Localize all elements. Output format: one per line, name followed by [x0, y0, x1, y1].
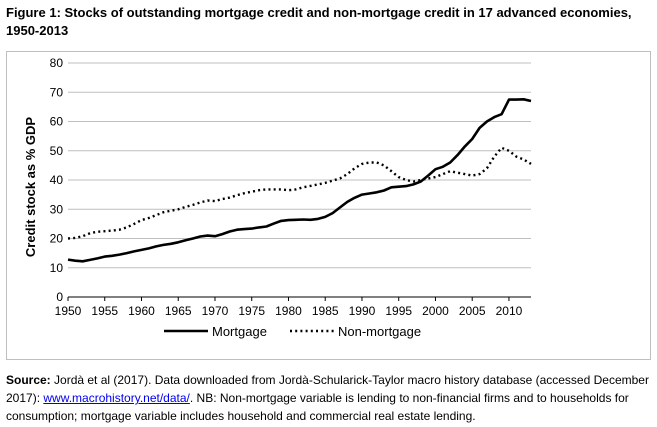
source-text-1: Jordà et al (2017). Data downloaded from…: [6, 373, 649, 405]
x-tick-label: 1960: [128, 304, 155, 318]
x-tick-label: 1950: [55, 304, 82, 318]
legend-label: Mortgage: [212, 324, 267, 339]
y-axis-label: Credit stock as % GDP: [23, 117, 38, 257]
x-tick-label: 1980: [275, 304, 302, 318]
y-tick-label: 0: [56, 290, 63, 304]
x-tick-label: 1995: [385, 304, 412, 318]
legend: Mortgage Non-mortgage: [164, 324, 421, 339]
y-tick-label: 80: [50, 56, 64, 70]
x-tick-label: 1990: [349, 304, 376, 318]
y-tick-label: 30: [50, 202, 64, 216]
x-tick-label: 1970: [202, 304, 229, 318]
y-tick-label: 70: [50, 85, 64, 99]
series-line-non-mortgage: [67, 146, 532, 240]
series-line-mortgage: [67, 97, 532, 263]
x-tick-label: 1965: [165, 304, 192, 318]
y-tick-label: 40: [50, 173, 64, 187]
source-note: Source: Jordà et al (2017). Data downloa…: [6, 371, 651, 425]
figure-title: Figure 1: Stocks of outstanding mortgage…: [6, 5, 632, 38]
source-label: Source:: [6, 373, 51, 387]
y-tick-label: 50: [50, 144, 64, 158]
x-tick-label: 1975: [238, 304, 265, 318]
axes: 0 10 20 30 40 50 60 70 80 1950 1955 1960 1965 1970 197…: [50, 56, 531, 318]
x-tick-label: 1955: [91, 304, 118, 318]
y-tick-label: 60: [50, 115, 64, 129]
y-tick-label: 10: [50, 261, 64, 275]
line-chart: 0 10 20 30 40 50 60 70 80 1950 1955 1960 1965 1970 197…: [23, 56, 532, 339]
legend-label: Non-mortgage: [338, 324, 421, 339]
source-text-2: . NB: Non-mortgage variable is lending t…: [6, 391, 629, 423]
x-tick-label: 2010: [496, 304, 523, 318]
x-tick-label: 2000: [422, 304, 449, 318]
x-tick-label: 2005: [459, 304, 486, 318]
gridlines: [68, 62, 531, 269]
y-tick-label: 20: [50, 232, 64, 246]
series-lines: [67, 97, 532, 263]
chart-frame: 0 10 20 30 40 50 60 70 80 1950 1955 1960 1965 1970 197…: [6, 51, 651, 360]
x-tick-label: 1985: [312, 304, 339, 318]
macrohistory-link[interactable]: www.macrohistory.net/data/: [43, 391, 190, 405]
